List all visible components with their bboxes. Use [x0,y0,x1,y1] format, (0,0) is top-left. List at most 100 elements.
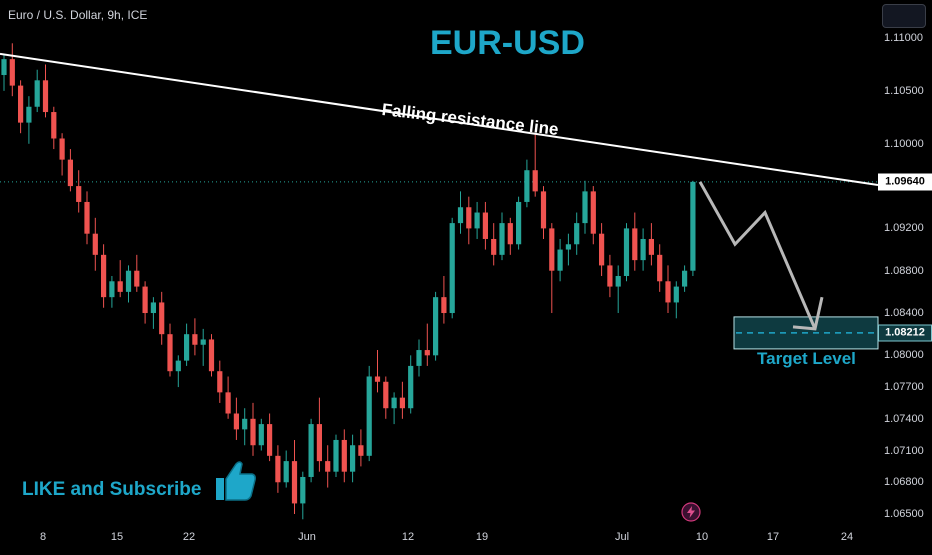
candle-body [383,381,389,409]
candle-body [350,445,356,472]
candle-body [233,413,239,430]
candle-body [167,334,173,372]
candle-body [125,270,132,292]
candle-body [308,424,314,477]
candle-body [242,418,248,430]
candle-body [466,207,472,229]
candle-body [267,424,273,456]
candle-body [441,297,447,314]
candle-body [341,439,347,472]
candle-body [665,281,671,303]
candle-body [673,286,679,303]
candle-body [366,376,372,456]
candle-body [84,201,90,234]
price-tick-label: 1.11000 [884,32,923,44]
time-tick-label: 19 [475,531,489,543]
candle-body [682,270,688,287]
time-tick-label: 22 [182,531,196,543]
candle-body [599,233,605,266]
price-tick-label: 1.07700 [884,381,924,394]
candle-body [399,397,405,409]
candle-body [142,286,148,314]
candle-body [333,439,339,472]
candle-body [51,112,57,139]
candle-body [416,350,422,366]
target-price-tag: 1.08212 [878,324,932,342]
candle-body [109,281,115,298]
candle-body [134,270,140,287]
candle-body [374,376,381,382]
time-tick-label: 24 [840,531,854,543]
candle-body [300,476,306,504]
price-tick-label: 1.09200 [884,222,924,235]
candle-body [632,228,638,261]
candle-body [507,223,513,245]
candle-body [615,276,621,287]
resistance-line [0,52,879,187]
candle-body [557,249,563,271]
candle-body [291,461,298,504]
candle-body [532,170,538,192]
price-tick-label: 1.07100 [884,444,924,457]
candle-body [76,186,82,202]
candle-body [208,339,215,372]
time-tick-label: Jul [614,531,630,543]
lightning-icon[interactable] [681,502,701,522]
candle-body [449,223,455,314]
candle-body [250,418,256,446]
candle-body [565,244,571,250]
candle-body [67,159,73,187]
candle-body [217,371,223,393]
candle-body [42,80,49,113]
candle-body [18,85,24,123]
symbol-label[interactable]: Euro / U.S. Dollar, 9h, ICE [8,8,148,22]
candle-body [590,191,596,234]
price-tick-label: 1.08400 [884,307,924,320]
target-level-annotation: Target Level [757,349,856,368]
candle-body [540,191,547,229]
candle-body [225,392,231,414]
candle-body [582,191,588,224]
candle-body [648,238,654,255]
thumbs-up-icon [216,461,256,501]
candle-body [1,59,7,76]
price-tick-label: 1.10000 [884,137,924,150]
candle-body [391,397,397,409]
like-subscribe-text: LIKE and Subscribe [22,479,202,500]
time-tick-label: Jun [298,531,316,543]
candle-body [491,238,497,255]
candle-body [524,170,530,202]
candle-body [474,212,480,229]
projection-path [698,181,817,330]
candle-body [549,228,555,271]
candle-body [433,297,439,356]
candle-body [325,461,331,472]
time-tick-label: 8 [39,531,47,543]
price-tick-label: 1.08800 [884,264,924,277]
candle-body [283,461,289,483]
candle-body [424,350,430,356]
current-price-tag: 1.09640 [878,173,932,191]
candle-body [184,334,190,361]
price-tick-label: 1.07400 [884,412,924,425]
candle-body [640,238,646,261]
candle-body [150,302,156,314]
price-tick-label: 1.06500 [884,508,924,520]
chart-title: EUR-USD [430,24,585,62]
candle-body [9,59,15,86]
candle-body [200,339,206,345]
candle-body [457,207,464,224]
candle-body [26,106,32,123]
candle-body [607,265,613,287]
candle-body [175,360,181,372]
time-tick-label: 12 [401,531,415,543]
candle-body [192,334,198,345]
price-tick-label: 1.10500 [884,84,924,97]
candle-body [574,223,580,245]
candle-body [59,138,65,160]
menu-button[interactable] [882,4,926,28]
candle-body [516,201,522,245]
time-tick-label: 10 [695,531,709,543]
